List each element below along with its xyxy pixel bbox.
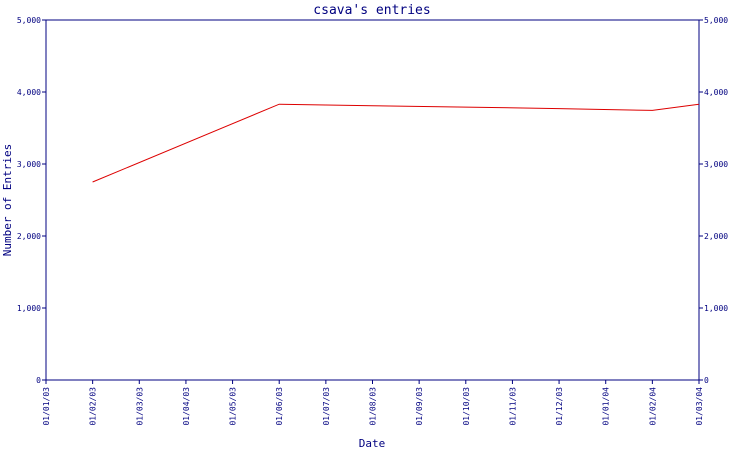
y-tick-label-right: 1,000 <box>704 304 728 313</box>
x-tick-label: 01/06/03 <box>275 387 284 426</box>
x-tick-label: 01/12/03 <box>555 387 564 426</box>
series-line <box>92 103 700 183</box>
x-tick-label: 01/05/03 <box>229 387 238 426</box>
y-tick-label-left: 5,000 <box>17 16 41 25</box>
y-tick-label-right: 3,000 <box>704 160 728 169</box>
x-tick-label: 01/04/03 <box>182 387 191 426</box>
y-tick-label-right: 0 <box>704 376 709 385</box>
y-axis-title: Number of Entries <box>1 144 14 257</box>
x-tick-label: 01/08/03 <box>369 387 378 426</box>
y-tick-label-left: 1,000 <box>17 304 41 313</box>
y-tick-label-right: 5,000 <box>704 16 728 25</box>
x-tick-label: 01/02/03 <box>89 387 98 426</box>
series-layer <box>92 103 700 183</box>
x-tick-label: 01/03/04 <box>695 387 704 426</box>
x-axis-title: Date <box>359 437 386 450</box>
plot-area-frame <box>45 19 700 381</box>
x-tick-label: 01/11/03 <box>508 387 517 426</box>
x-tick-label: 01/09/03 <box>415 387 424 426</box>
y-tick-label-left: 0 <box>36 376 41 385</box>
x-tick-label: 01/02/04 <box>648 387 657 426</box>
y-tick-label-left: 4,000 <box>17 88 41 97</box>
y-tick-label-right: 2,000 <box>704 232 728 241</box>
y-tick-label-left: 2,000 <box>17 232 41 241</box>
x-tick-label: 01/01/04 <box>602 387 611 426</box>
x-tick-label: 01/01/03 <box>42 387 51 426</box>
x-tick-label: 01/03/03 <box>135 387 144 426</box>
y-tick-label-right: 4,000 <box>704 88 728 97</box>
x-tick-label: 01/10/03 <box>462 387 471 426</box>
y-tick-label-left: 3,000 <box>17 160 41 169</box>
chart-title: csava's entries <box>313 3 430 18</box>
ticks-layer: 0 0 1,000 1,000 2,000 2,000 3,000 3,000 4,000 4,0… <box>17 16 728 426</box>
x-tick-label: 01/07/03 <box>322 387 331 426</box>
